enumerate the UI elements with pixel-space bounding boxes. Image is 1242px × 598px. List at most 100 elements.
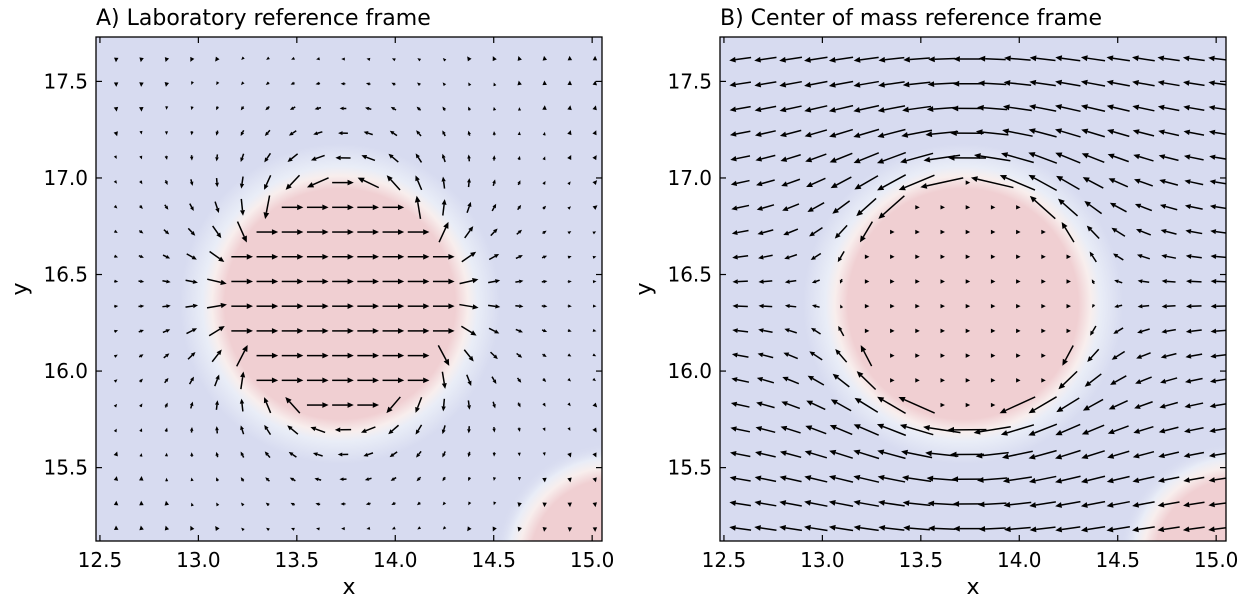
velocity-arrow: [1132, 55, 1155, 62]
velocity-arrow: [592, 180, 598, 186]
velocity-arrow: [754, 105, 777, 113]
velocity-arrow: [113, 229, 118, 234]
velocity-arrow: [1137, 328, 1150, 334]
velocity-arrow: [139, 525, 144, 531]
velocity-arrow: [289, 477, 296, 482]
velocity-arrow: [442, 501, 447, 506]
velocity-arrow: [804, 56, 828, 63]
velocity-arrow: [441, 371, 447, 389]
velocity-arrow: [357, 177, 380, 189]
velocity-arrow: [316, 57, 320, 61]
velocity-arrow: [240, 129, 245, 137]
velocity-arrow: [138, 354, 144, 358]
velocity-arrow: [779, 475, 802, 483]
velocity-arrow: [567, 304, 572, 308]
velocity-arrow: [391, 501, 396, 505]
velocity-arrow: [382, 328, 405, 334]
velocity-arrow: [926, 106, 957, 112]
velocity-arrow: [970, 176, 1014, 189]
velocity-arrow: [1055, 526, 1081, 533]
velocity-arrow: [1016, 279, 1021, 284]
velocity-arrow: [915, 378, 920, 383]
velocity-arrow: [216, 106, 220, 111]
velocity-arrow: [940, 303, 945, 309]
velocity-arrow: [441, 425, 446, 435]
velocity-arrow: [417, 82, 421, 87]
velocity-arrow: [306, 253, 329, 260]
velocity-arrow: [592, 304, 597, 308]
velocity-arrow: [1183, 451, 1205, 458]
velocity-arrow: [265, 106, 270, 111]
velocity-arrow: [1056, 175, 1080, 191]
velocity-arrow: [432, 253, 455, 260]
velocity-arrow: [240, 477, 245, 482]
velocity-arrow: [491, 203, 497, 212]
velocity-arrow: [915, 328, 920, 334]
velocity-arrow: [927, 81, 956, 88]
velocity-arrow: [516, 229, 523, 235]
velocity-arrow: [467, 400, 471, 410]
velocity-arrow: [567, 477, 572, 483]
velocity-arrow: [567, 206, 571, 210]
velocity-arrow: [1028, 475, 1057, 484]
velocity-arrow: [139, 57, 144, 63]
velocity-arrow: [1041, 254, 1046, 259]
plot-area: [720, 37, 1226, 541]
velocity-arrow: [754, 525, 777, 532]
velocity-arrow: [731, 377, 750, 383]
velocity-arrow: [113, 525, 119, 531]
velocity-arrow: [840, 304, 844, 309]
velocity-arrow: [779, 129, 802, 138]
velocity-arrow: [114, 279, 119, 283]
velocity-arrow: [878, 195, 905, 219]
velocity-arrow: [139, 378, 143, 383]
velocity-arrow: [1135, 376, 1152, 384]
velocity-arrow: [216, 477, 220, 482]
velocity-arrow: [442, 451, 446, 458]
velocity-arrow: [1110, 375, 1127, 385]
velocity-arrow: [285, 396, 301, 414]
velocity-arrow: [488, 327, 500, 334]
velocity-arrow: [468, 501, 472, 506]
velocity-arrow: [139, 82, 144, 87]
velocity-arrow: [807, 375, 825, 386]
velocity-arrow: [407, 229, 430, 235]
velocity-arrow: [264, 451, 271, 459]
velocity-arrow: [542, 378, 547, 382]
velocity-arrow: [965, 180, 971, 185]
velocity-arrow: [113, 155, 117, 160]
velocity-arrow: [332, 352, 354, 359]
velocity-arrow: [915, 254, 920, 259]
velocity-arrow: [592, 502, 597, 508]
velocity-arrow: [281, 278, 304, 285]
velocity-arrow: [592, 427, 597, 433]
velocity-arrow: [492, 401, 496, 409]
velocity-arrow: [442, 476, 446, 482]
velocity-arrow: [365, 82, 371, 86]
velocity-arrow: [784, 253, 798, 260]
velocity-arrow: [853, 128, 880, 138]
velocity-arrow: [1029, 195, 1056, 220]
axis-ticks: 12.5 13.0 13.5 14.0 14.5 15.0 15.5 16.0 16.5 17.0…: [43, 37, 614, 572]
velocity-arrow: [214, 201, 220, 213]
velocity-arrow: [1029, 501, 1056, 508]
velocity-arrow: [1209, 154, 1226, 160]
velocity-arrow: [415, 175, 423, 191]
velocity-arrow: [382, 253, 405, 260]
velocity-arrow: [901, 129, 933, 138]
velocity-arrow: [1161, 328, 1176, 334]
velocity-arrow: [290, 502, 295, 507]
velocity-arrow: [208, 326, 225, 337]
velocity-arrow: [915, 303, 920, 309]
velocity-arrow: [755, 426, 776, 434]
velocity-arrow: [877, 105, 906, 113]
velocity-arrow: [1184, 402, 1204, 409]
velocity-arrow: [138, 254, 144, 258]
velocity-arrow: [1016, 378, 1021, 383]
velocity-arrow: [567, 452, 572, 458]
velocity-arrow: [1108, 400, 1128, 410]
y-tick-label: 16.5: [43, 263, 88, 287]
velocity-arrow: [1028, 423, 1058, 436]
y-tick-label: 17.0: [667, 166, 712, 190]
velocity-arrow: [779, 500, 802, 507]
